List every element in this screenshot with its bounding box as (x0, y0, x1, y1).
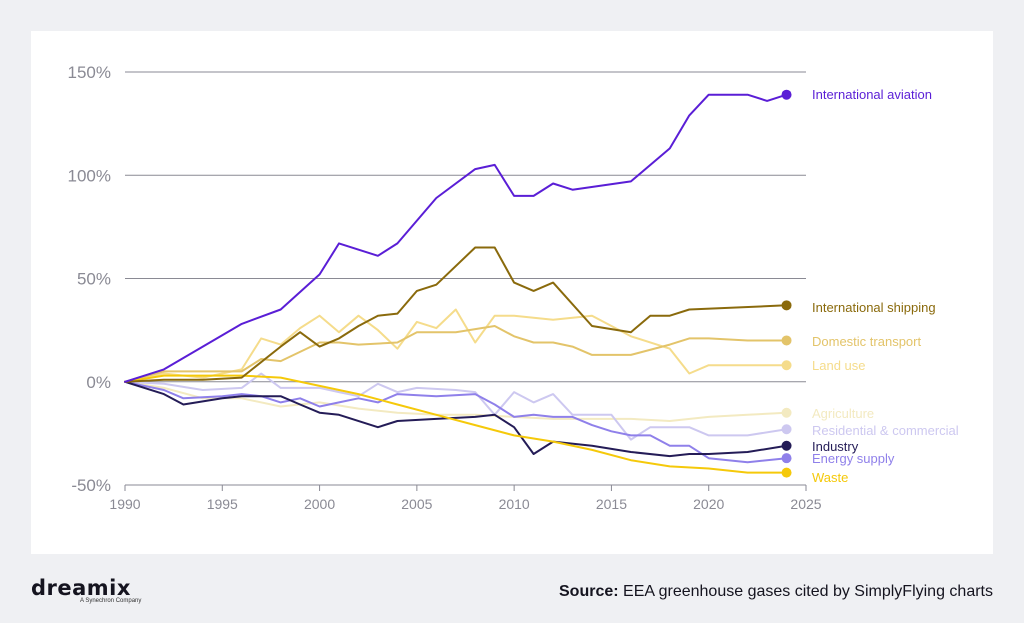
source-label: Source: (559, 583, 619, 600)
line-chart: 150% 100% 50% 0% -50%1990 1995 2000 2005 2010 201… (68, 63, 959, 512)
series-line-international-aviation (124, 93, 788, 383)
x-tick-label: 2020 (693, 496, 724, 512)
y-tick-label: 150% (68, 63, 111, 82)
end-marker-waste (781, 467, 792, 478)
y-tick-label: 50% (77, 270, 111, 289)
x-tick-label: 1990 (109, 496, 140, 512)
x-tick-label: 2025 (790, 496, 821, 512)
x-tick-label: 2015 (596, 496, 627, 512)
end-marker-residential-and-commercial (781, 424, 792, 435)
series-label-industry: Industry (812, 439, 859, 454)
series-line-international-shipping (124, 246, 788, 383)
series-label-waste: Waste (812, 470, 848, 485)
end-marker-domestic-transport (781, 335, 792, 346)
chart-card: 150% 100% 50% 0% -50% 1990 1995 2000 2005 2010 201… (31, 31, 993, 554)
series-line-agriculture (124, 380, 788, 422)
logo-tagline: A Synechron Company (80, 598, 142, 604)
y-tick-label: -50% (71, 476, 111, 495)
series-label-international-shipping: International shipping (812, 300, 936, 315)
series-label-energy-supply: Energy supply (812, 451, 895, 466)
x-tick-label: 2010 (499, 496, 530, 512)
end-marker-agriculture (781, 407, 792, 418)
source-note: Source: EEA greenhouse gases cited by Si… (559, 583, 993, 601)
series-label-residential-and-commercial: Residential & commercial (812, 423, 959, 438)
dreamix-logo: dreamix (31, 576, 131, 600)
x-tick-label: 2000 (304, 496, 335, 512)
end-marker-land-use (781, 360, 792, 371)
x-tick-label: 2005 (401, 496, 432, 512)
series-line-domestic-transport (124, 325, 788, 383)
x-tick-label: 1995 (207, 496, 238, 512)
y-tick-label: 100% (68, 166, 111, 185)
series-label-international-aviation: International aviation (812, 87, 932, 102)
y-tick-label: 0% (86, 373, 111, 392)
series-line-industry (124, 380, 788, 458)
end-marker-international-shipping (781, 300, 792, 311)
source-text: EEA greenhouse gases cited by SimplyFlyi… (618, 583, 993, 600)
series-label-agriculture: Agriculture (812, 406, 874, 421)
end-marker-industry (781, 440, 792, 451)
series-label-land-use: Land use (812, 358, 866, 373)
series-line-energy-supply (124, 380, 788, 464)
end-marker-international-aviation (781, 89, 792, 100)
end-marker-energy-supply (781, 453, 792, 464)
series-line-waste (124, 374, 788, 474)
series-line-residential-and-commercial (124, 372, 788, 441)
series-label-domestic-transport: Domestic transport (812, 334, 921, 349)
